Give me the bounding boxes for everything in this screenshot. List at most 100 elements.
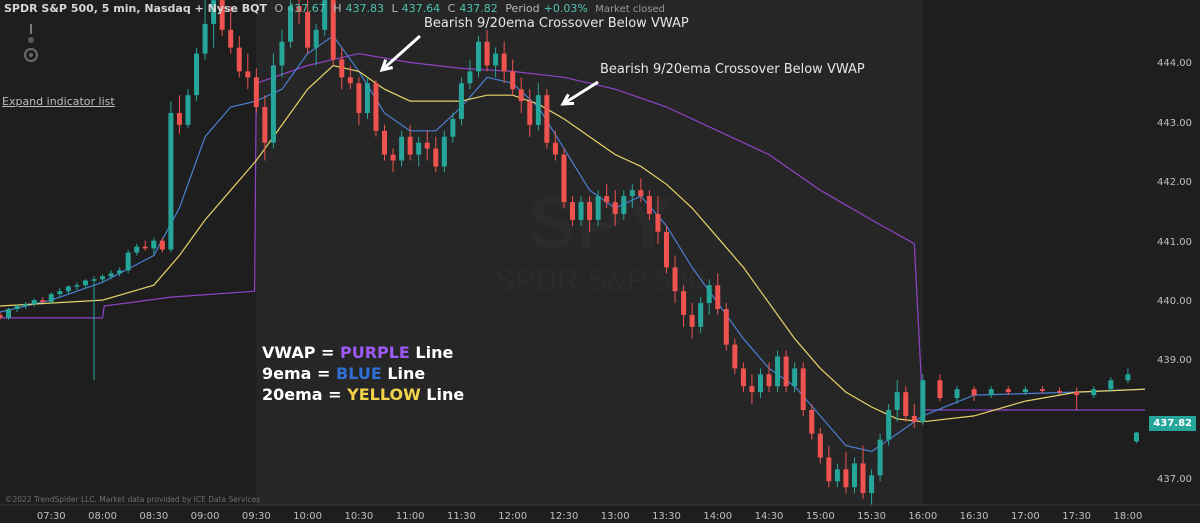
candle (236, 35, 242, 78)
candle (476, 35, 482, 78)
candle-body (809, 409, 815, 434)
candle-body (817, 433, 823, 458)
candle (82, 279, 88, 289)
legend-vwap-prefix: VWAP = (262, 343, 340, 362)
period-label: Period (505, 2, 540, 15)
indicator-color-legend: VWAP = PURPLE Line 9ema = BLUE Line 20em… (262, 342, 464, 405)
candle (920, 374, 926, 425)
candle (313, 23, 319, 66)
candle-body (373, 83, 379, 131)
last-price-tag: 437.82 (1149, 416, 1196, 431)
candle (270, 53, 276, 149)
candle (1039, 386, 1045, 394)
candle (194, 47, 200, 102)
candle-body (176, 112, 182, 125)
candle-body (535, 95, 541, 125)
low-label: L (391, 2, 398, 15)
candle-body (595, 196, 601, 220)
candle (552, 130, 558, 161)
candle (305, 0, 311, 54)
candle-body (544, 95, 550, 143)
candle-body (732, 344, 738, 369)
candle (510, 59, 516, 96)
candle (339, 47, 345, 90)
candle (185, 89, 191, 128)
x-tick-label: 11:00 (395, 511, 425, 522)
candle-body (467, 71, 473, 84)
candle (40, 297, 46, 304)
candle (561, 148, 567, 209)
candle-body (330, 0, 336, 60)
candle-body (14, 306, 20, 309)
candle-body (894, 392, 900, 410)
candle (817, 427, 823, 464)
legend-ema9-color: BLUE (336, 364, 382, 383)
candle-body (877, 439, 883, 476)
candle-body (31, 300, 37, 305)
candle (723, 303, 729, 351)
candle-body (510, 71, 516, 90)
candle-body (48, 294, 54, 302)
annotation-first: Bearish 9/20ema Crossover Below VWAP (424, 16, 689, 31)
trendspider-logo-icon[interactable] (22, 22, 40, 68)
candle (0, 311, 3, 320)
candle-body (493, 53, 499, 66)
candle-body (288, 6, 294, 42)
open-label: O (274, 2, 284, 15)
candle (792, 362, 798, 393)
candle-body (1005, 389, 1011, 393)
market-status: Market closed (595, 4, 665, 15)
candle (663, 225, 669, 274)
candle (698, 297, 704, 333)
candle-body (100, 276, 106, 280)
candle-body (168, 112, 174, 250)
candle-body (313, 29, 319, 48)
candle-body (655, 213, 661, 232)
candle-body (604, 196, 610, 203)
candle-body (937, 380, 943, 399)
candle-body (211, 0, 217, 24)
candle (937, 374, 943, 402)
candle (142, 240, 148, 251)
y-tick-label: 439.00 (1157, 355, 1192, 367)
watermark-name: SPDR S&P 500 (495, 264, 705, 297)
arrow-head (560, 93, 575, 106)
legend-ema20-prefix: 20ema = (262, 385, 348, 404)
candle (399, 130, 405, 167)
candle-body (903, 392, 909, 416)
candle (211, 0, 217, 48)
expand-indicator-list-link[interactable]: Expand indicator list (2, 95, 115, 108)
candle (655, 196, 661, 244)
candle (356, 77, 362, 125)
x-tick-label: 12:30 (549, 511, 579, 522)
candle (65, 285, 71, 295)
candle-body (612, 202, 618, 214)
candle-body (775, 356, 781, 387)
candle-body (347, 77, 353, 84)
candle-body (1133, 432, 1139, 442)
candle (775, 350, 781, 393)
series-line-20ema (0, 64, 1146, 423)
candle-body (142, 246, 148, 249)
candle (766, 362, 772, 393)
x-tick-label: 08:30 (139, 511, 169, 522)
close-value: 437.82 (459, 2, 498, 15)
candle-body (851, 463, 857, 488)
candle-body (971, 389, 977, 396)
candle-body (117, 270, 123, 274)
x-tick-label: 16:30 (959, 511, 989, 522)
candle (134, 243, 140, 256)
candle (202, 0, 208, 60)
candle-body (450, 118, 456, 137)
x-tick-label: 11:30 (446, 511, 476, 522)
candle (783, 350, 789, 393)
candle (168, 101, 174, 253)
candle (749, 374, 755, 405)
y-tick-label: 441.00 (1157, 236, 1192, 248)
candle (501, 41, 507, 84)
candle-body (1057, 390, 1063, 393)
annotation-arrow (379, 34, 422, 73)
candle (23, 301, 29, 309)
candle (706, 279, 712, 315)
